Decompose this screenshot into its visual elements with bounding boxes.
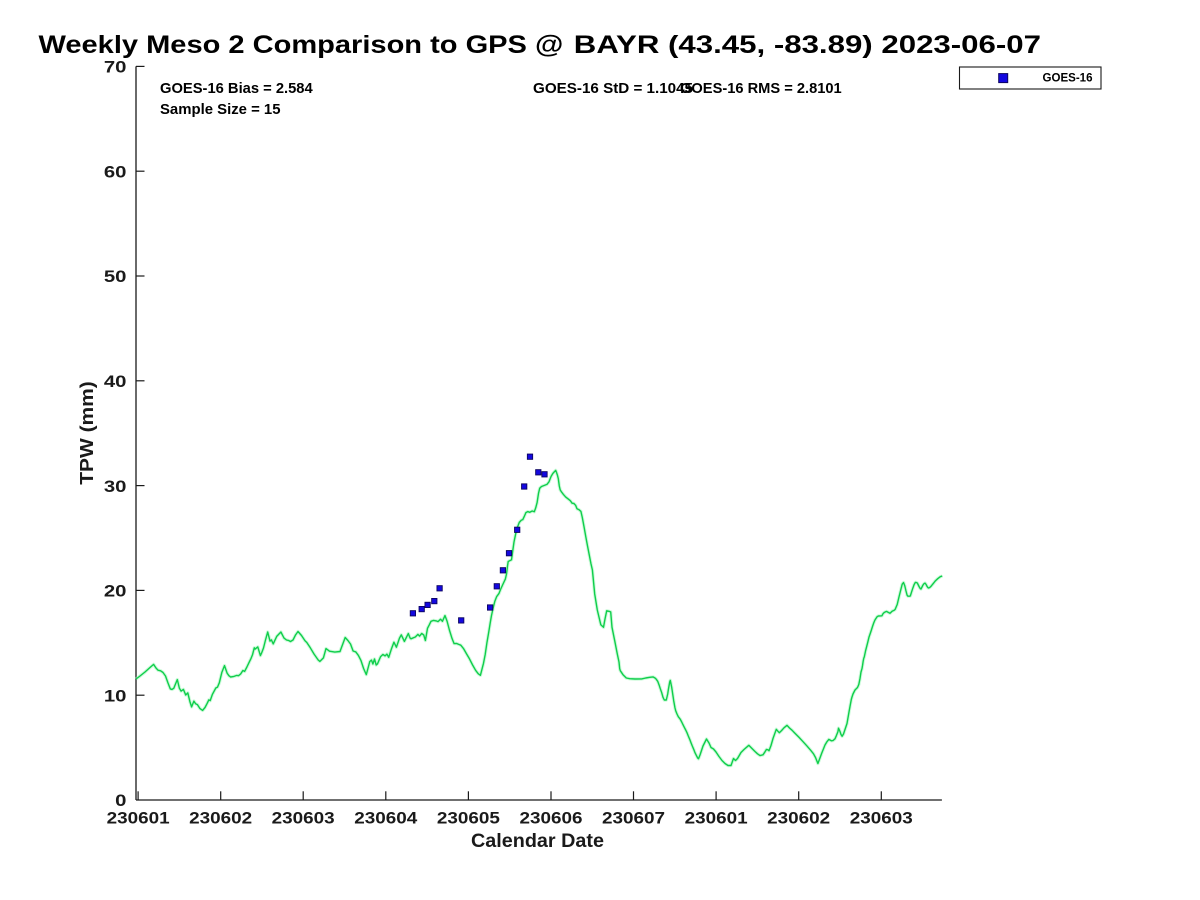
svg-text:BAYR (43.45, -83.89) 2023-06-0: BAYR (43.45, -83.89) 2023-06-07 — [574, 31, 1041, 59]
svg-text:Sample Size = 15: Sample Size = 15 — [160, 102, 281, 118]
svg-text:230606: 230606 — [520, 809, 583, 828]
svg-text:40: 40 — [104, 372, 127, 391]
svg-text:230601: 230601 — [685, 809, 748, 828]
svg-text:60: 60 — [104, 162, 127, 181]
svg-text:Calendar Date: Calendar Date — [471, 831, 604, 852]
svg-text:GOES-16 Bias = 2.584: GOES-16 Bias = 2.584 — [160, 81, 314, 97]
svg-text:70: 70 — [104, 58, 127, 77]
svg-text:10: 10 — [104, 686, 127, 705]
svg-text:GOES-16 StD = 1.1045: GOES-16 StD = 1.1045 — [533, 81, 693, 97]
svg-text:30: 30 — [104, 477, 127, 496]
svg-text:GOES-16: GOES-16 — [1043, 70, 1093, 84]
svg-text:0: 0 — [115, 791, 126, 810]
svg-text:TPW (mm): TPW (mm) — [77, 381, 97, 485]
svg-text:230603: 230603 — [272, 809, 335, 828]
svg-text:230601: 230601 — [107, 809, 170, 828]
svg-text:20: 20 — [104, 582, 127, 601]
svg-text:GOES-16 RMS = 2.8101: GOES-16 RMS = 2.8101 — [680, 81, 842, 97]
svg-text:230605: 230605 — [437, 809, 500, 828]
svg-text:Weekly Meso 2 Comparison to GP: Weekly Meso 2 Comparison to GPS @ — [39, 31, 564, 59]
svg-text:230604: 230604 — [354, 809, 418, 828]
svg-text:230602: 230602 — [189, 809, 252, 828]
svg-text:50: 50 — [104, 267, 127, 286]
svg-text:230602: 230602 — [767, 809, 830, 828]
svg-text:230607: 230607 — [602, 809, 665, 828]
svg-text:230603: 230603 — [850, 809, 913, 828]
